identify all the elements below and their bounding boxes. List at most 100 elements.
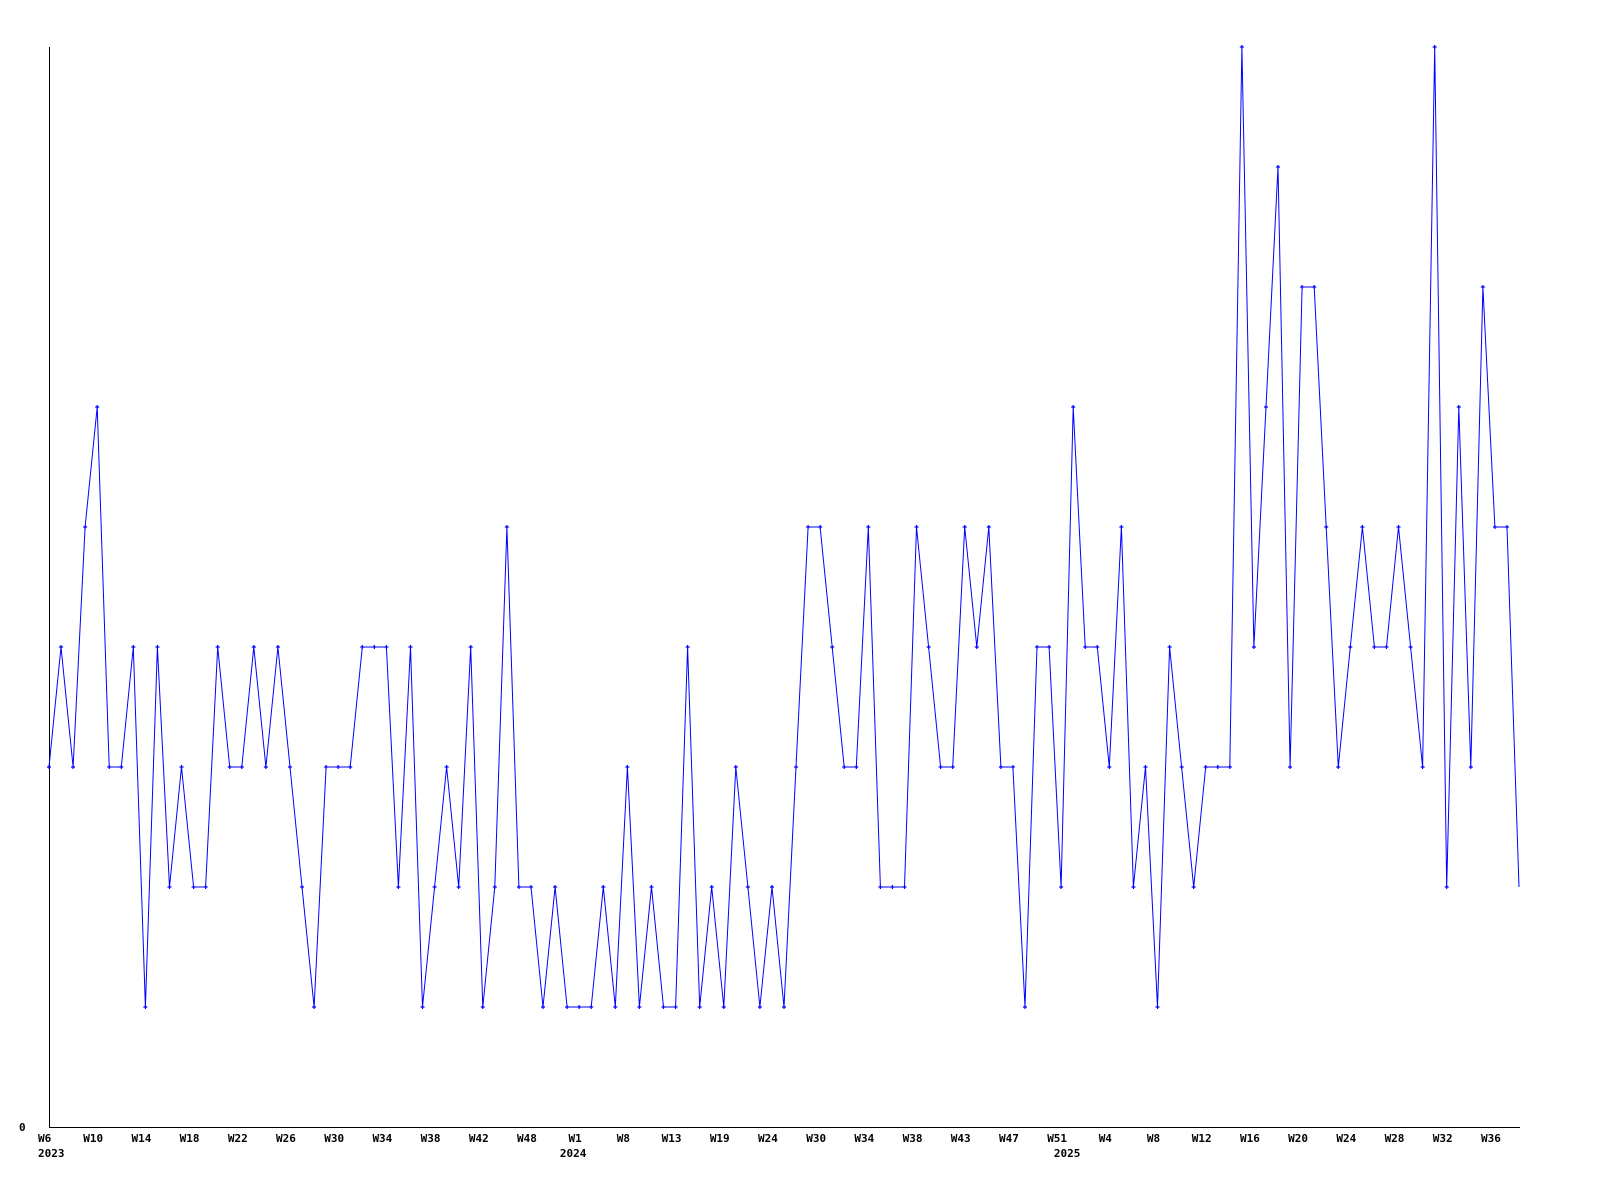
data-point [83,525,88,529]
data-point [902,885,907,889]
data-point [1408,645,1413,649]
data-point [1420,765,1425,769]
data-point [914,525,919,529]
data-point [1396,525,1401,529]
data-point [420,1005,425,1009]
data-point [1360,525,1365,529]
y-tick-label: 0 [19,1121,26,1134]
data-point [1059,885,1064,889]
x-tick-label: W22 [228,1132,248,1145]
x-tick-label: W16 [1240,1132,1260,1145]
data-point [203,885,208,889]
data-point [1167,645,1172,649]
data-point [1312,285,1317,289]
data-point [239,765,244,769]
data-point [191,885,196,889]
data-point [818,525,823,529]
x-tick-label: W47 [999,1132,1019,1145]
data-point [673,1005,678,1009]
data-point [625,765,630,769]
data-point [613,1005,618,1009]
data-point [456,885,461,889]
data-point [878,885,883,889]
x-tick-label: W13 [662,1132,682,1145]
data-point [1456,405,1461,409]
data-point [986,525,991,529]
data-point [1191,885,1196,889]
data-point [589,1005,594,1009]
data-point [215,645,220,649]
x-tick-label: W42 [469,1132,489,1145]
data-point [938,765,943,769]
data-point [504,525,509,529]
year-label: 2023 [38,1147,65,1160]
data-point [227,765,232,769]
data-point [336,765,341,769]
x-tick-label: W6 [38,1132,52,1145]
data-point [1010,765,1015,769]
data-point [1348,645,1353,649]
data-point [637,1005,642,1009]
data-point [733,765,738,769]
year-label: 2024 [560,1147,587,1160]
data-point [251,645,256,649]
x-tick-label: W48 [517,1132,537,1145]
data-point [890,885,895,889]
data-point [1107,765,1112,769]
data-point [926,645,931,649]
data-point [71,765,76,769]
data-point [95,405,100,409]
x-tick-label: W24 [758,1132,778,1145]
data-point [1022,1005,1027,1009]
data-point [312,1005,317,1009]
x-tick-label: W24 [1336,1132,1356,1145]
x-tick-label: W30 [324,1132,344,1145]
data-point [854,765,859,769]
data-point [1071,405,1076,409]
data-point [107,765,112,769]
data-point [516,885,521,889]
data-point [432,885,437,889]
data-point [444,765,449,769]
x-tick-label: W12 [1192,1132,1212,1145]
data-point [757,1005,762,1009]
data-point [794,765,799,769]
data-point [974,645,979,649]
data-point [1288,765,1293,769]
data-point [492,885,497,889]
x-tick-label: W30 [806,1132,826,1145]
data-point [601,885,606,889]
data-point [1095,645,1100,649]
data-point [709,885,714,889]
data-point [47,765,51,769]
data-point [830,645,835,649]
x-tick-label: W18 [180,1132,200,1145]
data-point [1468,765,1473,769]
data-point [1143,765,1148,769]
data-point [1083,645,1088,649]
data-point [372,645,377,649]
data-point [155,645,160,649]
data-point [408,645,413,649]
series-line-group [47,45,1520,1009]
data-point [998,765,1003,769]
data-point [300,885,305,889]
data-point [468,645,473,649]
x-tick-label: W4 [1099,1132,1113,1145]
data-point [263,765,268,769]
data-point [697,1005,702,1009]
data-point [396,885,401,889]
data-point [1276,165,1281,169]
series-line [48,46,1520,1008]
data-point [1179,765,1184,769]
data-point [1155,1005,1160,1009]
data-point [553,885,558,889]
data-point [1444,885,1449,889]
data-point [480,1005,485,1009]
data-point [1372,645,1377,649]
data-point [806,525,811,529]
data-point [1336,765,1341,769]
data-point [685,645,690,649]
data-point [1384,645,1389,649]
data-point [143,1005,148,1009]
